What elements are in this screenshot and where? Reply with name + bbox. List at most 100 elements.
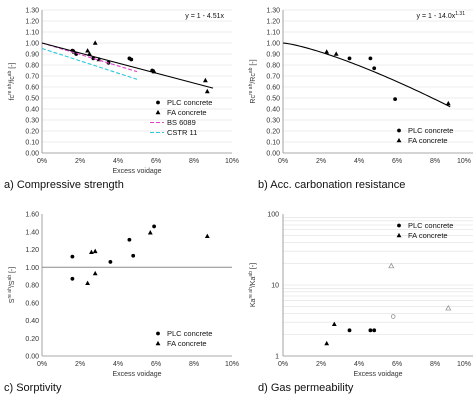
- data-point-triangle: [85, 48, 90, 53]
- y-tick-label: 0.60: [266, 85, 280, 92]
- y-tick-label: 0.30: [266, 118, 280, 125]
- y-tick-label: 1.00: [25, 265, 39, 272]
- legend-triangle-icon: [155, 340, 161, 346]
- data-point-triangle: [92, 40, 98, 45]
- panel-b: 0.00 0.10 0.20 0.30 0.40 0.50 0.60 0.70 0.80 0.90…: [248, 8, 473, 191]
- y-tick-label: 0.00: [266, 151, 280, 158]
- fit-equation: y = 1 - 4.51x: [185, 13, 224, 20]
- data-point-circle: [70, 254, 75, 259]
- x-tick-label: 10%: [225, 361, 239, 368]
- x-tick-label: 2%: [316, 158, 326, 165]
- y-tick-label: 0.90: [25, 52, 39, 59]
- y-axis-label: Kare ah/Kaab [-]: [248, 263, 257, 307]
- legend-triangle-icon: [396, 232, 402, 238]
- data-point-circle: [347, 56, 352, 61]
- data-point-circle: [129, 57, 134, 62]
- legend-circle-icon: [397, 223, 401, 228]
- data-point-triangle: [92, 270, 98, 276]
- fit-curve: [282, 42, 451, 108]
- data-point-triangle: [92, 248, 98, 254]
- y-tick-label: 0.10: [25, 140, 39, 147]
- y-tick-label: 1.30: [266, 8, 280, 15]
- x-tick-label: 0%: [278, 361, 288, 368]
- legend-triangle-icon: [396, 137, 402, 143]
- x-tick-label: 10%: [457, 158, 471, 165]
- data-point-triangle-open: [388, 262, 395, 269]
- legend-label: CSTR 11: [167, 128, 197, 137]
- data-point-triangle: [85, 280, 90, 286]
- panel-d: 1 10 100 0% 2% 4% 6% 8% 10% Excess voidage Kare ah…: [248, 212, 473, 394]
- y-axis-label: Rcre ah/Rcab [-]: [248, 59, 257, 103]
- data-point-circle-open: [390, 314, 396, 319]
- data-point-circle: [91, 56, 96, 61]
- y-tick-label: 0.70: [25, 74, 39, 81]
- legend-label: PLC concrete: [408, 126, 453, 135]
- y-tick-label: 1.20: [25, 19, 39, 26]
- data-point-triangle: [333, 51, 339, 56]
- legend-circle-icon: [156, 100, 160, 105]
- y-tick-label: 1.20: [25, 247, 39, 254]
- x-tick-label: 0%: [37, 361, 47, 368]
- y-tick-label: 1.20: [266, 19, 280, 26]
- x-tick-label: 8%: [189, 158, 199, 165]
- x-tick-label: 10%: [225, 158, 239, 165]
- fit-equation: y = 1 - 14.0x1.31: [417, 11, 466, 20]
- y-axis-label: fcre ah/fcab [-]: [7, 62, 16, 100]
- x-tick-label: 4%: [354, 158, 364, 165]
- y-tick-label: 1.30: [25, 8, 39, 15]
- data-point-circle: [368, 328, 373, 333]
- x-tick-label: 0%: [278, 158, 288, 165]
- y-tick-label: 0.60: [25, 300, 39, 307]
- y-tick-label: 100: [267, 212, 279, 219]
- x-tick-label: 8%: [189, 361, 199, 368]
- data-point-triangle: [331, 321, 337, 327]
- x-tick-label: 6%: [151, 158, 161, 165]
- x-tick-label: 2%: [75, 158, 85, 165]
- data-point-triangle: [324, 340, 330, 346]
- data-point-circle: [152, 224, 157, 229]
- y-tick-label: 0.30: [25, 118, 39, 125]
- data-point-triangle: [203, 77, 208, 83]
- y-tick-label: 1: [275, 354, 279, 361]
- x-tick-label: 8%: [430, 361, 440, 368]
- data-point-circle: [347, 328, 352, 333]
- data-point-circle: [70, 276, 75, 281]
- y-tick-label: 0.40: [25, 318, 39, 325]
- x-tick-label: 4%: [354, 361, 364, 368]
- panel-caption: c) Sorptivity: [4, 382, 62, 394]
- y-tick-label: 0.10: [266, 140, 280, 147]
- y-tick-label: 1.00: [25, 41, 39, 48]
- data-point-circle: [372, 66, 377, 71]
- y-tick-label: 10: [271, 283, 279, 290]
- data-point-triangle: [89, 249, 94, 254]
- y-tick-label: 1.40: [25, 229, 39, 236]
- y-tick-label: 0.80: [266, 63, 280, 70]
- x-tick-label: 10%: [457, 361, 471, 368]
- y-tick-label: 0.00: [25, 354, 39, 361]
- data-point-triangle: [445, 100, 451, 106]
- x-tick-label: 6%: [392, 361, 402, 368]
- y-tick-label: 1.60: [25, 212, 39, 219]
- y-tick-label: 0.80: [25, 283, 39, 290]
- reference-bs-6089-line: [41, 42, 138, 73]
- panel-caption: d) Gas permeability: [258, 382, 354, 394]
- data-point-triangle: [147, 230, 153, 235]
- panel-caption: b) Acc. carbonation resistance: [258, 179, 405, 191]
- y-axis-label: Sre ah/Sab [-]: [7, 267, 16, 303]
- y-tick-label: 0.40: [25, 107, 39, 114]
- data-point-circle: [131, 253, 136, 258]
- x-tick-label: 4%: [113, 158, 123, 165]
- panel-a: 0.00 0.10 0.20 0.30 0.40 0.50 0.60 0.70 0.80 0.90…: [4, 8, 239, 192]
- y-tick-label: 1.00: [266, 41, 280, 48]
- x-tick-label: 8%: [430, 158, 440, 165]
- legend-triangle-icon: [155, 109, 161, 115]
- legend-label: PLC concrete: [408, 221, 453, 230]
- legend-label: FA concrete: [167, 108, 207, 117]
- x-axis-label: Excess voidage: [353, 371, 402, 378]
- x-tick-label: 6%: [151, 361, 161, 368]
- x-axis-label: Excess voidage: [112, 371, 161, 378]
- x-tick-label: 4%: [113, 361, 123, 368]
- data-point-triangle: [204, 233, 210, 238]
- y-tick-label: 1.10: [266, 30, 280, 37]
